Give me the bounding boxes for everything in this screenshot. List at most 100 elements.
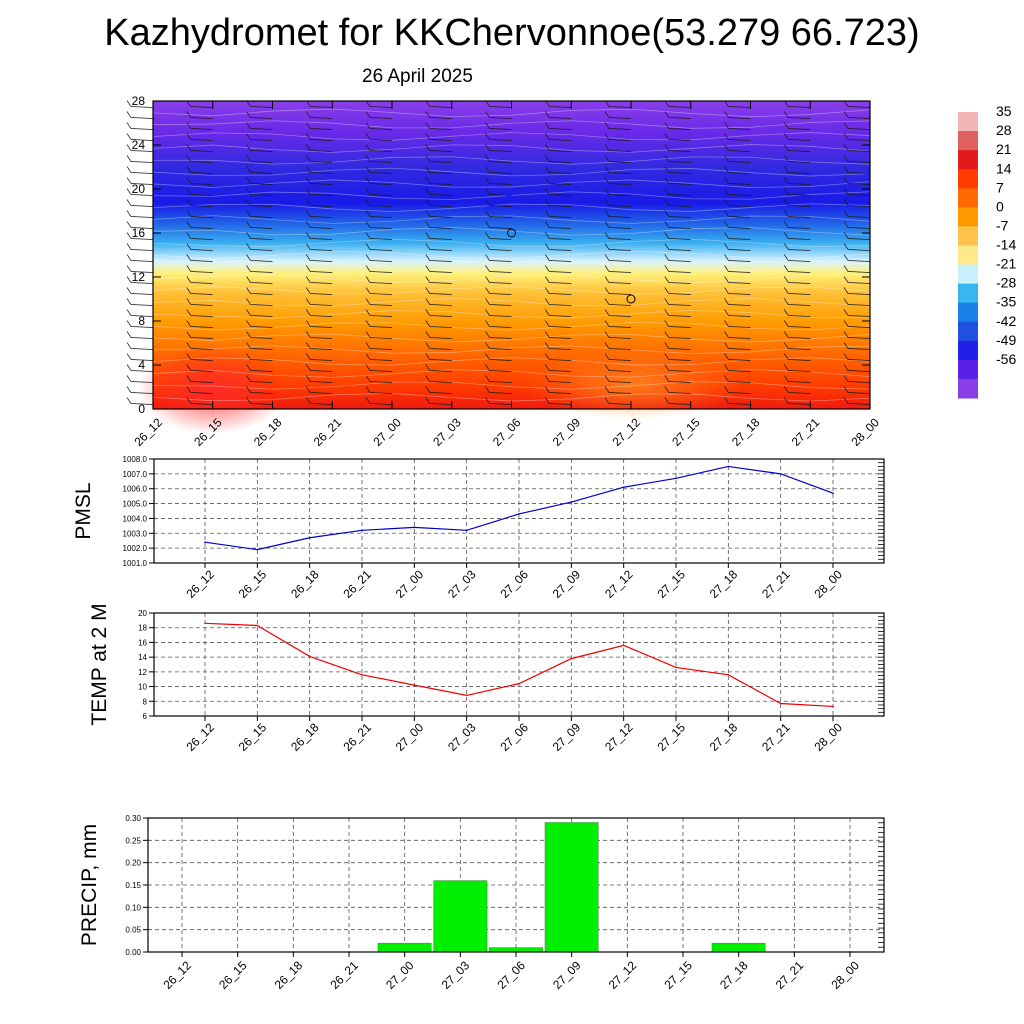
data-point: [361, 529, 363, 532]
wind-barb: [130, 183, 154, 185]
data-point: [675, 477, 677, 480]
wind-barb: [728, 348, 751, 350]
wind-barb-flag: [425, 320, 431, 327]
x-tick-label: 27_15: [654, 720, 688, 754]
wind-barb: [728, 238, 751, 240]
wind-barb-flag: [843, 331, 849, 338]
wind-barb-flag: [246, 133, 251, 140]
colour-swatch: [958, 188, 978, 208]
wind-barb: [549, 326, 572, 328]
wind-barb: [190, 337, 213, 339]
wind-barb: [250, 139, 273, 141]
wind-barb-flag: [246, 353, 251, 360]
wind-barb: [847, 150, 871, 152]
wind-barb: [489, 161, 512, 163]
wind-barb: [190, 183, 213, 185]
x-tick-label: 26_15: [236, 720, 270, 754]
wind-barb: [847, 249, 871, 251]
isotherm-contour: [152, 322, 871, 331]
wind-barb-flag: [604, 254, 610, 261]
height-temperature-panel: 26_12 26_15 26_18 26_21 27_00 27_03 27_06 27_09…: [126, 94, 882, 449]
wind-barb: [429, 326, 452, 328]
wind-barb-flag: [485, 243, 490, 250]
wind-barb: [728, 315, 751, 317]
wind-barb-flag: [305, 386, 311, 393]
wind-barb-flag: [485, 254, 490, 261]
wind-barb: [190, 260, 213, 262]
wind-barb: [310, 260, 333, 262]
wind-barb: [190, 117, 213, 119]
wind-barb-flag: [305, 375, 311, 382]
wind-barb-flag: [425, 221, 431, 228]
wind-barb-flag: [604, 210, 610, 217]
wind-barb: [369, 227, 393, 229]
wind-barb-flag: [126, 210, 132, 217]
wind-barb: [190, 348, 213, 350]
data-point: [727, 465, 730, 468]
wind-barb-flag: [305, 265, 311, 272]
x-tick-label: 27_06: [494, 958, 528, 992]
y-tick-label: 20: [138, 609, 147, 618]
colour-swatch: [958, 131, 978, 151]
wind-barb-flag: [724, 122, 729, 129]
wind-barb-flag: [365, 122, 371, 129]
plot-frame: [147, 817, 885, 953]
data-point: [204, 622, 206, 625]
wind-barb-flag: [305, 166, 311, 173]
wind-barb-flag: [365, 254, 371, 261]
wind-barb: [369, 172, 393, 174]
wind-barb: [310, 403, 333, 405]
wind-barb: [549, 370, 572, 372]
wind-barb: [608, 194, 632, 196]
wind-barb-flag: [664, 276, 670, 283]
x-tick-label: 27_21: [759, 567, 793, 601]
wind-barb-flag: [544, 210, 550, 217]
isotherm-contour: [152, 262, 871, 272]
colour-scale-label: -7: [996, 217, 1009, 233]
wind-barb-flag: [604, 177, 610, 184]
wind-barb: [608, 172, 632, 174]
wind-barb-flag: [843, 386, 849, 393]
wind-barb-flag: [604, 298, 610, 305]
y-axis-label: PRECIP, mm: [78, 824, 101, 946]
wind-barb: [190, 282, 213, 284]
colour-swatch: [958, 169, 978, 189]
wind-barb: [190, 227, 213, 229]
isotherm-contour: [152, 120, 871, 129]
data-point: [622, 486, 625, 489]
wind-barb: [250, 106, 273, 108]
wind-barb: [608, 139, 632, 141]
isotherm-contour: [152, 108, 871, 118]
y-tick-label: 1002.0: [123, 544, 148, 553]
wind-barb-flag: [246, 364, 251, 371]
wind-barb: [310, 315, 333, 317]
wind-barb-flag: [365, 243, 371, 250]
wind-barb: [190, 304, 213, 306]
wind-barb-flag: [186, 309, 192, 316]
wind-barb: [190, 172, 213, 174]
wind-barb-flag: [186, 342, 192, 349]
wind-barb: [788, 271, 811, 273]
data-point: [256, 624, 259, 627]
wind-barb-flag: [246, 210, 251, 217]
wind-barb: [190, 315, 213, 317]
wind-barb-flag: [843, 254, 849, 261]
wind-barb: [130, 194, 154, 196]
wind-barb: [608, 326, 632, 328]
wind-barb: [190, 106, 213, 108]
calm-marker: [626, 294, 636, 304]
precip-panel: 0.00 0.05 0.10 0.15 0.20 0.25 0.30 26_12 26_15 26…: [78, 814, 885, 992]
wind-barb: [608, 392, 632, 394]
wind-barb: [549, 293, 572, 295]
wind-barb-flag: [305, 353, 311, 360]
wind-barb: [130, 359, 154, 361]
wind-barb-flag: [664, 254, 670, 261]
wind-barb-flag: [604, 309, 610, 316]
wind-barb: [489, 238, 512, 240]
wind-barb-flag: [783, 386, 789, 393]
wind-barb: [728, 293, 751, 295]
wind-barb: [369, 161, 393, 163]
wind-barb: [310, 326, 333, 328]
wind-barb-flag: [544, 199, 550, 206]
wind-barb: [847, 260, 871, 262]
